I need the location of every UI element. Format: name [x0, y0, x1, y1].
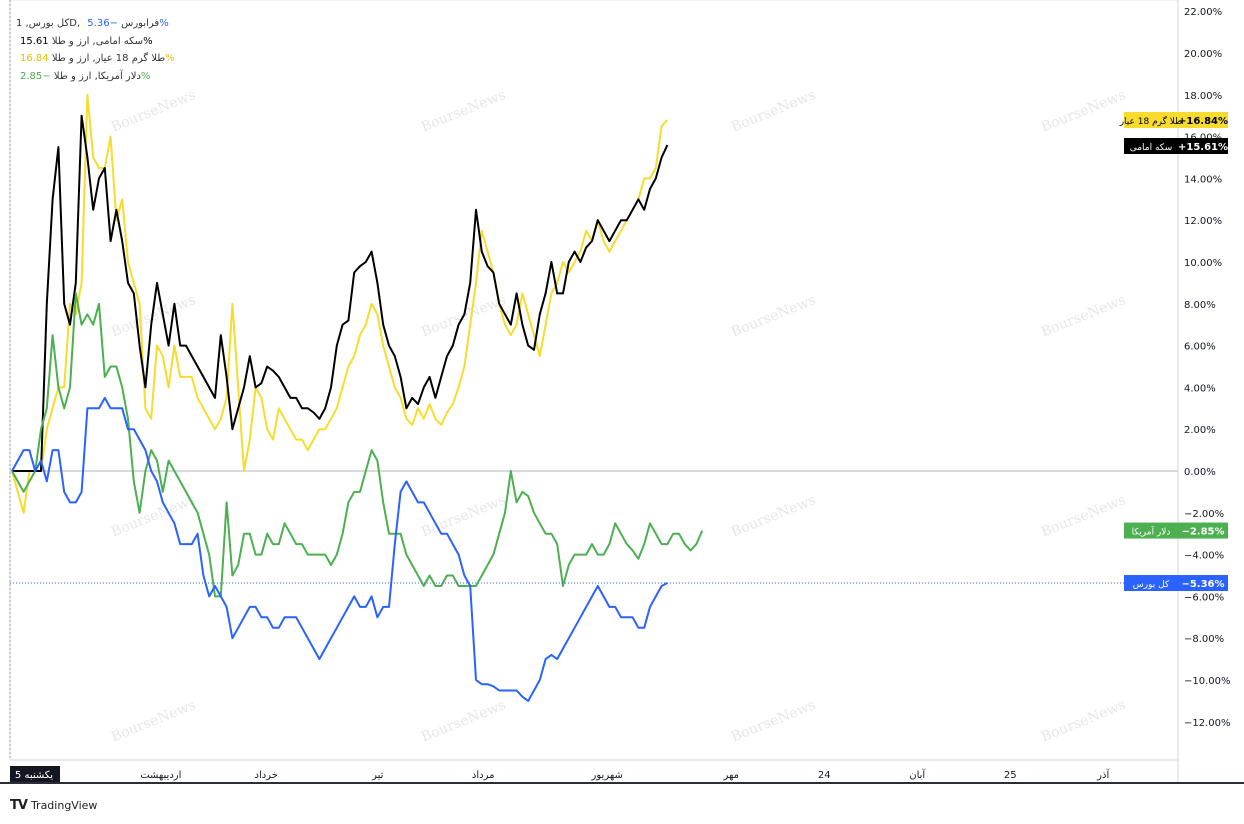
legend-value: −2.85%: [20, 70, 151, 82]
x-tick-label: خرداد: [255, 770, 278, 781]
axis-name-badge: [1124, 575, 1178, 592]
series-line[interactable]: [11, 292, 704, 598]
axis-value-text: +16.84%: [1178, 116, 1228, 127]
plot-frame: [9, 0, 1179, 761]
y-tick-label: 10.00%: [1184, 258, 1222, 269]
watermark-text: BourseNews: [729, 697, 818, 745]
y-tick-label: −6.00%: [1184, 592, 1224, 603]
x-tick-label: مرداد: [472, 770, 495, 781]
y-tick-label: −4.00%: [1184, 551, 1224, 562]
axis-name-text: طلا گرم 18 عیار: [1119, 115, 1183, 127]
watermark-text: BourseNews: [729, 492, 818, 540]
bottom-border: [0, 782, 1244, 784]
legend-item-coin[interactable]: سکه امامی, ارز و طلا 15.61%: [20, 35, 153, 47]
y-tick-label: −2.00%: [1184, 509, 1224, 520]
series-line[interactable]: [11, 396, 668, 702]
x-tick-label: شهریور: [591, 770, 623, 781]
axis-value-badge: [1178, 112, 1228, 128]
axis-value-text: +15.61%: [1178, 142, 1228, 153]
legend-item-bourse[interactable]: کل بورس, 1D, فرابورس −5.36%: [16, 18, 169, 29]
axis-price-label[interactable]: −5.36% کل بورس: [1124, 575, 1228, 592]
watermark-text: BourseNews: [1039, 292, 1128, 340]
y-tick-label: −12.00%: [1184, 718, 1231, 729]
y-tick-label: 18.00%: [1184, 91, 1222, 102]
watermark-text: BourseNews: [419, 697, 508, 745]
y-tick-label: 2.00%: [1184, 425, 1216, 436]
x-tick-label: یکشنبه 5: [15, 770, 53, 781]
watermark-text: BourseNews: [109, 492, 198, 540]
axis-value-badge: [1178, 522, 1228, 539]
watermark-text: BourseNews: [1039, 697, 1128, 745]
axis-value-badge: [1178, 575, 1228, 592]
axis-name-text: دلار آمریکا: [1132, 526, 1171, 538]
legend-item-gold[interactable]: طلا گرم 18 عیار, ارز و طلا 16.84%: [20, 53, 175, 64]
y-tick-label: −8.00%: [1184, 634, 1224, 645]
watermark-text: BourseNews: [729, 292, 818, 340]
x-tick-highlight: [10, 766, 60, 782]
axis-name-badge: [1124, 112, 1178, 128]
y-tick-label: −10.00%: [1184, 676, 1231, 687]
legend-value: −5.36%: [87, 18, 169, 29]
series-line[interactable]: [11, 93, 669, 514]
y-tick-label: 14.00%: [1184, 174, 1222, 185]
axis-name-text: سکه امامی: [1130, 143, 1173, 153]
watermark-text: BourseNews: [109, 87, 198, 135]
axis-price-label[interactable]: +15.61% سکه امامی: [1124, 138, 1228, 154]
axis-name-badge: [1124, 522, 1178, 539]
axis-price-label[interactable]: +16.84%طلا گرم 18 عیار: [1119, 112, 1228, 128]
x-tick-label: 25: [1004, 770, 1017, 781]
x-tick-label: تیر: [371, 770, 384, 781]
tradingview-brand: TradingView: [30, 799, 98, 812]
y-tick-label: 20.00%: [1184, 49, 1222, 60]
x-tick-label: اردیبهشت: [140, 770, 181, 781]
tradingview-logo-icon: TV: [10, 798, 28, 813]
y-tick-label: 22.00%: [1184, 7, 1222, 18]
axis-name-text: کل بورس: [1133, 580, 1170, 590]
legend-value: 15.61%: [20, 35, 153, 47]
axis-name-badge: [1124, 138, 1178, 154]
watermark-text: BourseNews: [1039, 492, 1128, 540]
watermark-text: BourseNews: [1039, 87, 1128, 135]
watermark-text: BourseNews: [729, 87, 818, 135]
series-line[interactable]: [12, 114, 669, 472]
x-tick-label: آذر: [1096, 768, 1110, 781]
x-tick-label: 24: [818, 770, 831, 781]
axis-value-text: −2.85%: [1181, 527, 1224, 538]
axis-value-badge: [1178, 138, 1228, 154]
x-tick-label: آبان: [909, 768, 926, 781]
watermark-text: BourseNews: [109, 292, 198, 340]
legend: کل بورس, 1D, فرابورس −5.36% سکه امامی, ا…: [16, 15, 175, 85]
legend-value: 16.84%: [20, 53, 175, 64]
watermark-text: BourseNews: [109, 697, 198, 745]
y-tick-label: 12.00%: [1184, 216, 1222, 227]
y-tick-label: 6.00%: [1184, 342, 1216, 353]
axis-price-label[interactable]: −2.85% دلار آمریکا: [1124, 522, 1228, 539]
y-tick-label: 0.00%: [1184, 467, 1216, 478]
legend-item-dollar[interactable]: دلار آمریکا, ارز و طلا −2.85%: [20, 70, 151, 82]
x-tick-label: مهر: [722, 770, 738, 781]
axis-value-text: −5.36%: [1181, 579, 1224, 590]
y-tick-label: 4.00%: [1184, 383, 1216, 394]
tradingview-logo[interactable]: TV TradingView: [10, 798, 97, 813]
y-tick-label: 8.00%: [1184, 300, 1216, 311]
watermark-text: BourseNews: [419, 87, 508, 135]
